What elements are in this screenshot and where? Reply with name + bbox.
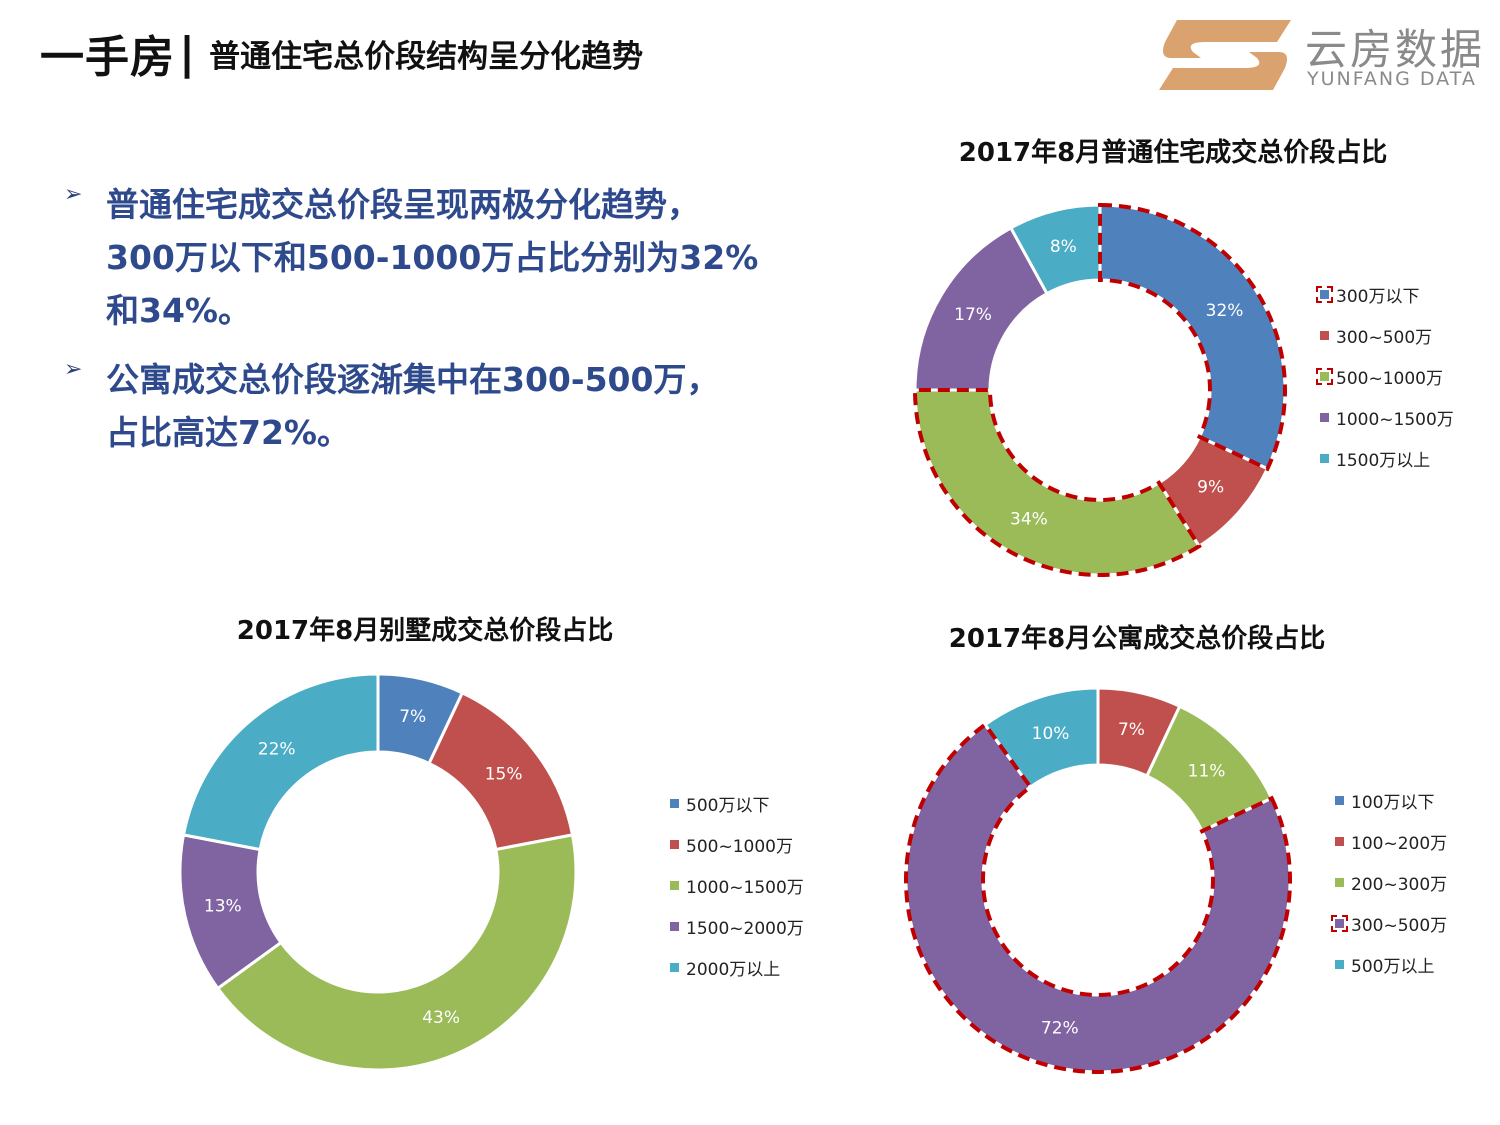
legend-swatch [1335,837,1344,846]
legend-swatch [1316,368,1333,385]
bullet-item: ➢ 普通住宅成交总价段呈现两极分化趋势， 300万以下和500-1000万占比分… [60,178,840,337]
legend-swatch [1320,454,1329,463]
legend-item: 2000万以上 [670,947,804,988]
data-label: 10% [1032,724,1070,744]
legend-villa: 500万以下 500~1000万 1000~1500万 1500~2000万 2000万… [670,783,804,988]
bullet-line: 公寓成交总价段逐渐集中在300-500万， [106,360,720,399]
highlight-outline [904,721,1292,1074]
bullet-line: 300万以下和500-1000万占比分别为32% [106,238,759,277]
donut-chart-apartment: 7% 11% 72% 10% [904,686,1292,1074]
legend-swatch [670,963,679,972]
legend-item: 100万以下 [1335,780,1447,821]
legend-swatch [670,922,679,931]
legend-item: 500~1000万 [1316,356,1454,397]
data-label: 15% [485,765,523,785]
data-label: 32% [1206,301,1244,321]
legend-label: 300万以下 [1336,287,1420,307]
legend-item: 1500万以上 [1320,438,1454,479]
title-separator: | [179,27,196,79]
data-label: 7% [1118,720,1145,740]
data-label: 11% [1188,761,1226,781]
legend-swatch [1335,960,1344,969]
donut-slice [1098,203,1287,471]
page-title: 一手房 [40,32,175,83]
legend-item: 1500~2000万 [670,906,804,947]
summary-bullets: ➢ 普通住宅成交总价段呈现两极分化趋势， 300万以下和500-1000万占比分… [60,178,840,475]
highlight-outline [1098,202,1287,472]
legend-label: 200~300万 [1351,875,1448,895]
legend-swatch [670,840,679,849]
donut-slice [181,672,380,852]
legend-label: 1000~1500万 [1336,410,1454,430]
legend-swatch [1320,413,1329,422]
data-label: 22% [258,739,296,759]
page-header: 一手房 | 普通住宅总价段结构呈分化趋势 [40,18,643,88]
data-label: 17% [954,305,992,325]
logo-name-en: YUNFANG DATA [1307,68,1477,90]
legend-label: 100~200万 [1351,834,1448,854]
legend-swatch [1316,286,1333,303]
legend-label: 500万以上 [1351,957,1435,977]
legend-label: 500万以下 [686,796,770,816]
legend-swatch [670,799,679,808]
legend-apartment: 100万以下 100~200万 200~300万 300~500万 500万以上 [1331,780,1448,985]
legend-item: 500万以下 [670,783,804,824]
data-label: 34% [1010,509,1048,529]
legend-item: 1000~1500万 [670,865,804,906]
legend-label: 1000~1500万 [686,878,804,898]
chart-title-villa: 2017年8月别墅成交总价段占比 [236,616,614,646]
data-label: 72% [1041,1019,1079,1039]
logo-mark-icon [1159,20,1291,90]
data-label: 8% [1050,237,1077,257]
legend-item: 1000~1500万 [1320,397,1454,438]
bullet-line: 和34%。 [106,291,251,330]
data-label: 9% [1197,478,1224,498]
legend-label: 1500~2000万 [686,919,804,939]
legend-item: 100~200万 [1335,821,1447,862]
legend-item: 300~500万 [1331,903,1448,944]
donut-slice [913,388,1202,577]
legend-item: 300~500万 [1320,315,1454,356]
legend-swatch [1335,878,1344,887]
legend-swatch [1320,331,1329,340]
legend-residential: 300万以下 300~500万 500~1000万 1000~1500万 1500万以上 [1316,274,1454,479]
page-subtitle: 普通住宅总价段结构呈分化趋势 [209,38,644,75]
legend-item: 500~1000万 [670,824,804,865]
donut-slice [215,833,578,1072]
legend-item: 200~300万 [1335,862,1447,903]
legend-label: 100万以下 [1351,793,1435,813]
chart-title-apartment: 2017年8月公寓成交总价段占比 [948,624,1326,654]
chart-title-residential: 2017年8月普通住宅成交总价段占比 [958,138,1388,168]
legend-label: 2000万以上 [686,960,781,980]
legend-label: 1500万以上 [1336,451,1431,471]
yunfang-logo: 云房数据 YUNFANG DATA [1155,12,1485,98]
legend-label: 300~500万 [1336,328,1433,348]
bullet-item: ➢ 公寓成交总价段逐渐集中在300-500万， 占比高达72%。 [60,353,840,459]
bullet-arrow-icon: ➢ [64,182,83,207]
logo-name-cn: 云房数据 [1305,25,1486,74]
bullet-line: 普通住宅成交总价段呈现两极分化趋势， [106,185,700,224]
highlight-outline [912,388,1202,577]
donut-chart-villa: 7% 15% 43% 13% 22% [178,672,578,1072]
legend-label: 500~1000万 [1336,369,1443,389]
legend-item: 500万以上 [1335,944,1447,985]
data-label: 43% [422,1008,460,1028]
donut-chart-residential: 32% 9% 34% 17% 8% [912,202,1287,577]
legend-swatch [1335,796,1344,805]
legend-label: 500~1000万 [686,837,793,857]
data-label: 13% [204,897,242,917]
legend-swatch [670,881,679,890]
legend-item: 300万以下 [1316,274,1454,315]
bullet-arrow-icon: ➢ [64,357,83,382]
bullet-line: 占比高达72%。 [106,413,350,452]
data-label: 7% [399,707,426,727]
legend-swatch [1331,915,1348,932]
legend-label: 300~500万 [1351,916,1448,936]
